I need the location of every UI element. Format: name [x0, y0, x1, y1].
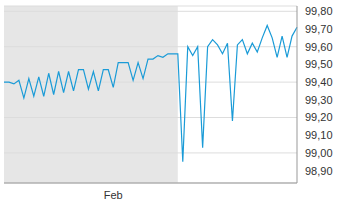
svg-text:99,70: 99,70 — [305, 23, 333, 35]
svg-text:99,80: 99,80 — [305, 5, 333, 17]
svg-text:Feb: Feb — [104, 189, 123, 201]
svg-text:99,20: 99,20 — [305, 111, 333, 123]
svg-text:99,00: 99,00 — [305, 147, 333, 159]
svg-text:99,10: 99,10 — [305, 129, 333, 141]
svg-text:98,90: 98,90 — [305, 165, 333, 177]
svg-text:99,60: 99,60 — [305, 41, 333, 53]
svg-text:99,50: 99,50 — [305, 58, 333, 70]
svg-text:99,40: 99,40 — [305, 76, 333, 88]
svg-text:99,30: 99,30 — [305, 94, 333, 106]
